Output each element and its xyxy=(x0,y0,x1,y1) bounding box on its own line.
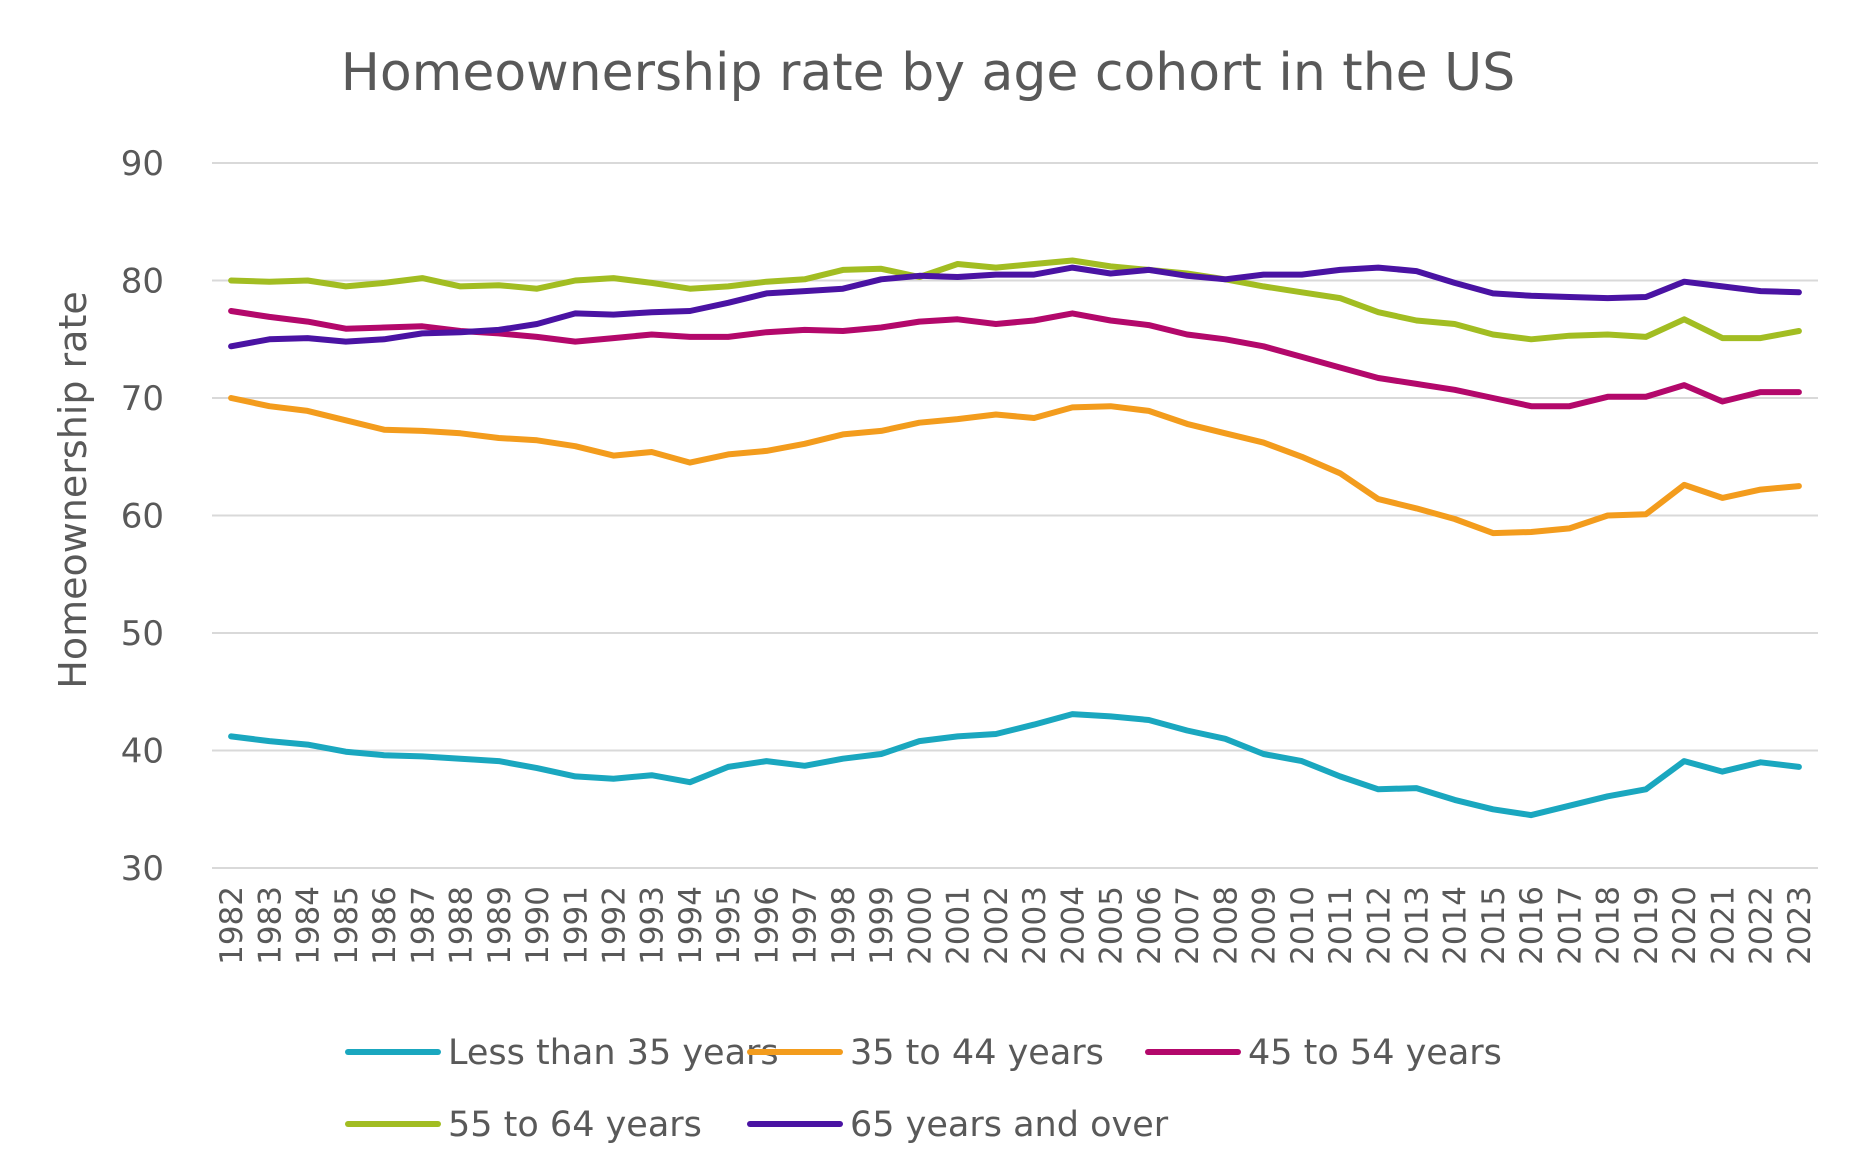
y-axis-ticks: 30 40 50 60 70 80 90 xyxy=(121,144,164,889)
x-tick-label: 2013 xyxy=(1400,886,1436,965)
chart-title: Homeownership rate by age cohort in the … xyxy=(341,43,1515,103)
y-tick-label: 40 xyxy=(121,732,164,772)
x-tick-label: 1993 xyxy=(635,886,671,965)
x-tick-label: 2006 xyxy=(1132,886,1168,965)
x-tick-label: 1989 xyxy=(482,886,518,965)
x-tick-label: 2005 xyxy=(1094,886,1130,965)
legend-item: 55 to 64 years xyxy=(345,1105,702,1145)
x-tick-label: 1988 xyxy=(444,886,480,965)
y-tick-label: 70 xyxy=(121,379,164,419)
x-tick-label: 1982 xyxy=(214,886,250,965)
x-tick-label: 1983 xyxy=(252,886,288,965)
x-tick-label: 2012 xyxy=(1361,886,1397,965)
y-axis-label: Homeownership rate xyxy=(51,291,95,688)
x-tick-label: 1999 xyxy=(864,886,900,965)
x-tick-label: 2010 xyxy=(1285,886,1321,965)
legend-item: 35 to 44 years xyxy=(747,1033,1104,1073)
x-tick-label: 2007 xyxy=(1170,886,1206,965)
x-tick-label: 1990 xyxy=(520,886,556,965)
x-tick-label: 2018 xyxy=(1591,886,1627,965)
x-tick-label: 1995 xyxy=(711,886,747,965)
x-tick-label: 2003 xyxy=(1017,886,1053,965)
gridlines xyxy=(212,162,1818,869)
x-tick-label: 2011 xyxy=(1323,886,1359,965)
series-line-3 xyxy=(228,308,1802,410)
legend-label: 55 to 64 years xyxy=(448,1105,702,1145)
y-tick-label: 60 xyxy=(121,497,164,537)
x-tick-label: 1998 xyxy=(826,886,862,965)
x-tick-label: 2009 xyxy=(1247,886,1283,965)
legend-label: 65 years and over xyxy=(850,1105,1169,1145)
x-tick-label: 1992 xyxy=(597,886,633,965)
x-tick-label: 2002 xyxy=(979,886,1015,965)
series-line-4 xyxy=(228,257,1802,343)
y-tick-label: 50 xyxy=(121,614,164,654)
x-tick-label: 2015 xyxy=(1476,886,1512,965)
x-tick-label: 1991 xyxy=(558,886,594,965)
x-tick-label: 2019 xyxy=(1629,886,1665,965)
x-tick-label: 2004 xyxy=(1055,886,1091,965)
legend-label: 45 to 54 years xyxy=(1248,1033,1502,1073)
x-tick-label: 2001 xyxy=(941,886,977,965)
series-line-2 xyxy=(228,395,1802,537)
x-tick-label: 2016 xyxy=(1514,886,1550,965)
x-tick-label: 2022 xyxy=(1744,886,1780,965)
x-tick-label: 2020 xyxy=(1667,886,1703,965)
x-tick-label: 1987 xyxy=(405,886,441,965)
y-tick-label: 90 xyxy=(121,144,164,184)
x-tick-label: 2021 xyxy=(1705,886,1741,965)
x-axis-ticks: 1982 1983 1984 1985 1986 1987 1988 1989 1990 1991… xyxy=(214,886,1818,965)
y-tick-label: 30 xyxy=(121,849,164,889)
x-tick-label: 2008 xyxy=(1208,886,1244,965)
x-tick-label: 2017 xyxy=(1552,886,1588,965)
x-tick-label: 1997 xyxy=(788,886,824,965)
series-line-5 xyxy=(228,264,1802,350)
x-tick-label: 1986 xyxy=(367,886,403,965)
x-tick-label: 2000 xyxy=(902,886,938,965)
legend: Less than 35 years 35 to 44 years 45 to 54… xyxy=(345,1033,1502,1145)
series-lines xyxy=(228,257,1802,819)
x-tick-label: 1984 xyxy=(291,886,327,965)
legend-item: 65 years and over xyxy=(747,1105,1169,1145)
legend-item: Less than 35 years xyxy=(345,1033,779,1073)
x-tick-label: 1985 xyxy=(329,886,365,965)
x-tick-label: 2023 xyxy=(1782,886,1818,965)
x-tick-label: 1994 xyxy=(673,886,709,965)
series-line-1 xyxy=(228,711,1802,819)
legend-item: 45 to 54 years xyxy=(1145,1033,1502,1073)
legend-label: Less than 35 years xyxy=(448,1033,779,1073)
legend-label: 35 to 44 years xyxy=(850,1033,1104,1073)
y-tick-label: 80 xyxy=(121,262,164,302)
x-tick-label: 1996 xyxy=(749,886,785,965)
x-tick-label: 2014 xyxy=(1438,886,1474,965)
